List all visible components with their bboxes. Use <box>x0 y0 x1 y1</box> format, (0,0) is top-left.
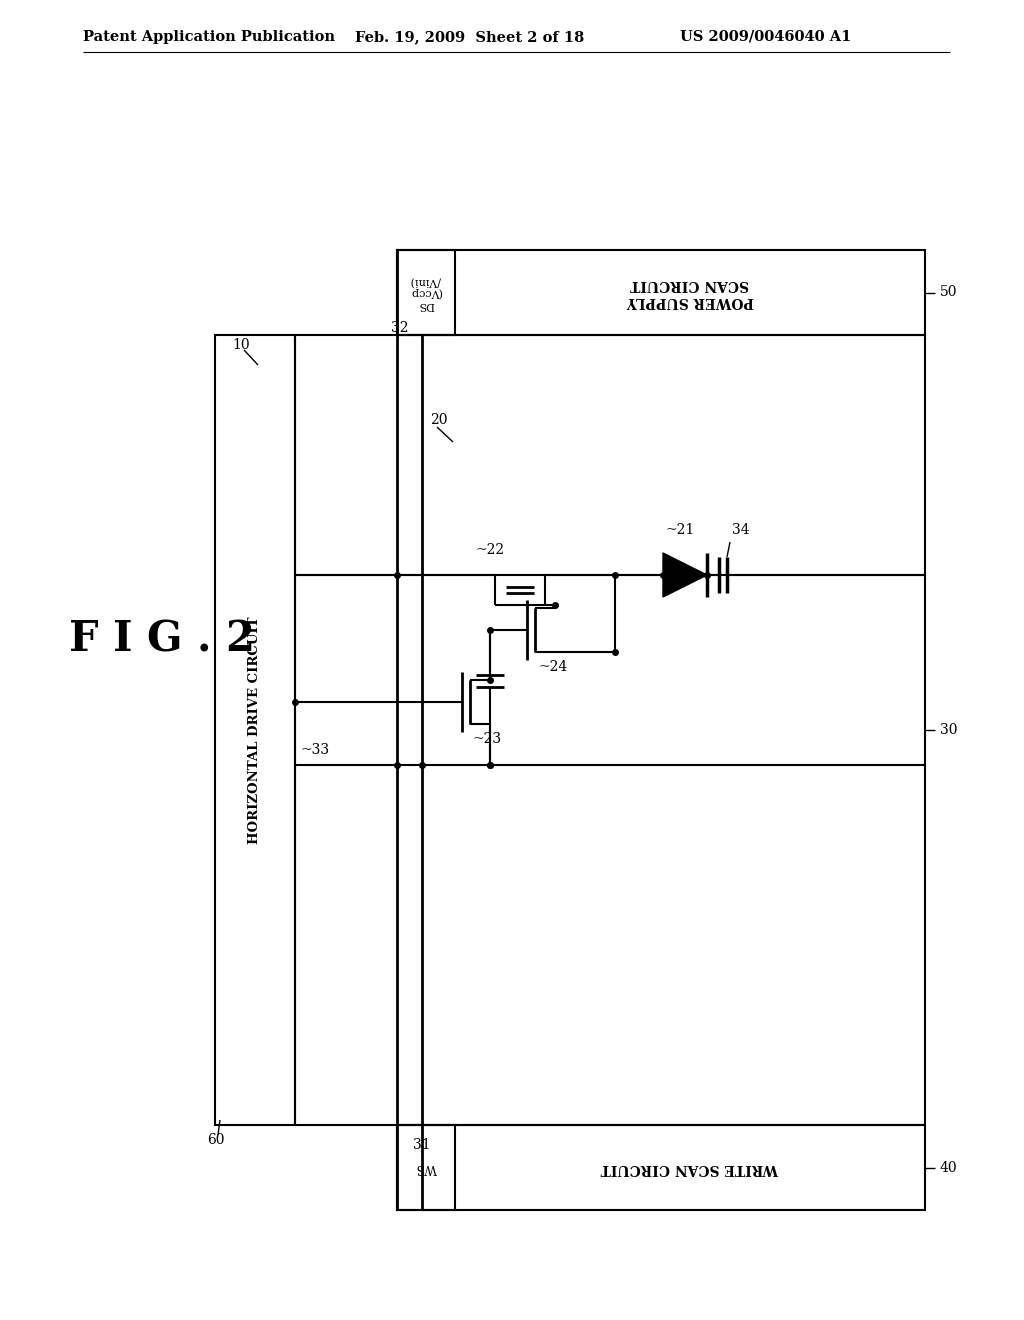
Bar <box>397 1125 925 1210</box>
Text: 20: 20 <box>430 413 447 426</box>
Text: 50: 50 <box>940 285 957 300</box>
Bar <box>397 249 455 335</box>
Text: 34: 34 <box>732 523 750 537</box>
Text: ~21: ~21 <box>666 523 694 537</box>
Text: WS: WS <box>416 1162 436 1173</box>
Text: ~22: ~22 <box>475 543 505 557</box>
Bar <box>295 335 925 1125</box>
Bar <box>397 249 925 335</box>
Text: 32: 32 <box>391 321 409 335</box>
Text: Feb. 19, 2009  Sheet 2 of 18: Feb. 19, 2009 Sheet 2 of 18 <box>355 30 585 44</box>
Bar <box>397 1125 455 1210</box>
Text: ~33: ~33 <box>300 743 329 756</box>
Text: 30: 30 <box>940 723 957 737</box>
Text: ~24: ~24 <box>538 660 567 675</box>
Text: 10: 10 <box>232 338 250 352</box>
Bar <box>215 335 295 1125</box>
Text: Patent Application Publication: Patent Application Publication <box>83 30 335 44</box>
Polygon shape <box>663 553 707 597</box>
Text: HORIZONTAL DRIVE CIRCUIT: HORIZONTAL DRIVE CIRCUIT <box>249 616 261 843</box>
Text: F I G . 2: F I G . 2 <box>69 619 255 661</box>
Text: POWER SUPPLY
SCAN CIRCUIT: POWER SUPPLY SCAN CIRCUIT <box>627 277 754 308</box>
Text: 31: 31 <box>414 1138 431 1152</box>
Text: 40: 40 <box>940 1160 957 1175</box>
Text: DS
(Vccp
/Vini): DS (Vccp /Vini) <box>410 276 442 310</box>
Text: US 2009/0046040 A1: US 2009/0046040 A1 <box>680 30 851 44</box>
Text: 60: 60 <box>207 1133 224 1147</box>
Text: ~23: ~23 <box>473 733 502 746</box>
Text: WRITE SCAN CIRCUIT: WRITE SCAN CIRCUIT <box>601 1160 779 1175</box>
